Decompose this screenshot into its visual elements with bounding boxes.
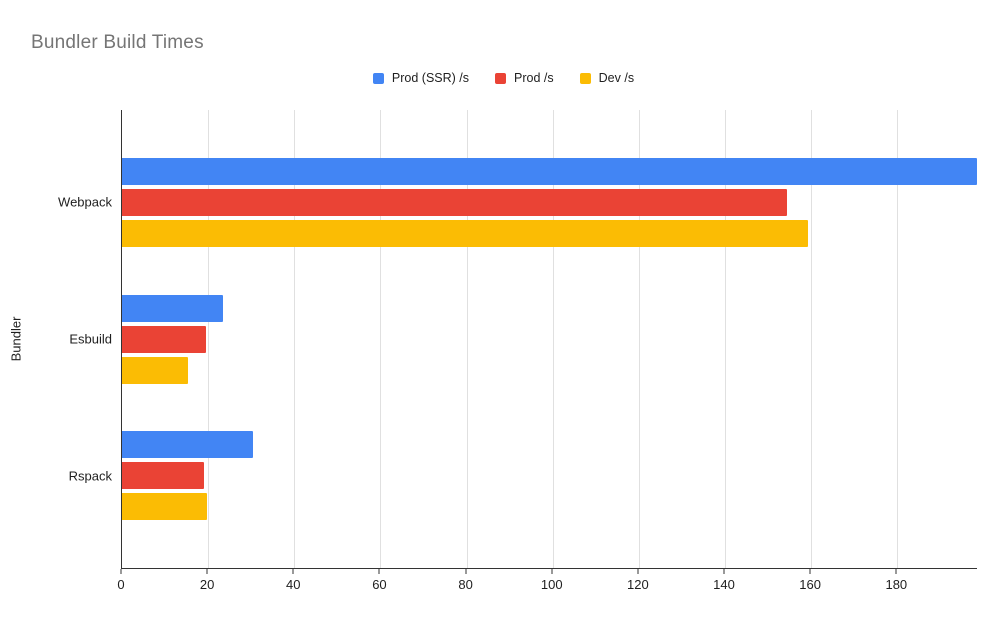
gridline-x-60	[380, 110, 382, 568]
plot-area: Webpack Esbuild Rspack	[58, 110, 977, 568]
x-tick-mark-120	[637, 569, 639, 574]
x-tick-mark-40	[292, 569, 294, 574]
x-tick-mark-60	[378, 569, 380, 574]
legend-item-prod-s[interactable]: Prod /s	[495, 71, 554, 85]
legend-item-dev-s[interactable]: Dev /s	[579, 71, 635, 85]
x-tick-label-160: 160	[799, 577, 822, 592]
y-axis-title: Bundler	[8, 316, 24, 362]
x-tick-mark-140	[723, 569, 725, 574]
x-tick-label-60: 60	[372, 577, 387, 592]
gridline-x-180	[897, 110, 899, 568]
bar-group-rspack: Rspack	[69, 431, 977, 521]
category-label-rspack: Rspack	[68, 468, 112, 484]
gridline-x-140	[725, 110, 727, 568]
legend-label-prod-ssr-s: Prod (SSR) /s	[391, 71, 470, 85]
bar-group-webpack: Webpack	[58, 157, 977, 247]
gridline-x-100	[552, 110, 554, 568]
legend-swatch-prod-ssr-s	[372, 72, 384, 84]
gridline-x-160	[811, 110, 813, 568]
x-tick-mark-80	[465, 569, 467, 574]
legend-label-prod-s: Prod /s	[514, 71, 554, 85]
x-tick-label-20: 20	[199, 577, 215, 592]
x-tick-mark-100	[551, 569, 553, 574]
gridline-x-40	[294, 110, 296, 568]
x-tick-mark-20	[206, 569, 208, 574]
gridline-x-120	[638, 110, 640, 568]
bar-webpack-prod-ssr-s[interactable]	[122, 157, 977, 185]
x-tick-mark-180	[895, 569, 897, 574]
legend: Prod (SSR) /s Prod /s Dev /s	[0, 71, 1007, 85]
category-label-webpack: Webpack	[58, 194, 112, 210]
bar-esbuild-dev-s[interactable]	[122, 356, 188, 384]
x-tick-mark-160	[809, 569, 811, 574]
x-tick-label-140: 140	[713, 577, 735, 592]
chart-title: Bundler Build Times	[31, 32, 204, 53]
gridline-x-20	[208, 110, 210, 568]
x-tick-label-80: 80	[458, 577, 473, 592]
gridline-x-80	[466, 110, 468, 568]
bar-esbuild-prod-ssr-s[interactable]	[122, 294, 224, 322]
x-axis-baseline	[121, 568, 977, 569]
x-tick-label-40: 40	[286, 577, 301, 592]
x-tick-label-180: 180	[885, 577, 908, 592]
legend-label-dev-s: Dev /s	[598, 71, 635, 85]
legend-swatch-prod-s	[495, 72, 507, 84]
bar-rspack-prod-s[interactable]	[122, 462, 204, 490]
category-label-esbuild: Esbuild	[69, 331, 112, 347]
x-tick-label-120: 120	[627, 577, 649, 592]
x-tick-label-100: 100	[540, 577, 563, 592]
legend-swatch-dev-s	[579, 72, 591, 84]
x-tick-label-0: 0	[117, 577, 125, 592]
bar-group-esbuild: Esbuild	[69, 294, 977, 384]
bar-esbuild-prod-s[interactable]	[122, 325, 206, 353]
bar-rspack-prod-ssr-s[interactable]	[122, 431, 253, 459]
x-tick-mark-0	[120, 569, 122, 574]
legend-item-prod-ssr-s[interactable]: Prod (SSR) /s	[372, 71, 470, 85]
x-axis: 0 20 40 60 80 100 120 140 160 180	[117, 568, 976, 598]
bar-webpack-dev-s[interactable]	[122, 219, 809, 247]
bar-webpack-prod-s[interactable]	[122, 188, 787, 216]
bar-rspack-dev-s[interactable]	[122, 493, 208, 521]
